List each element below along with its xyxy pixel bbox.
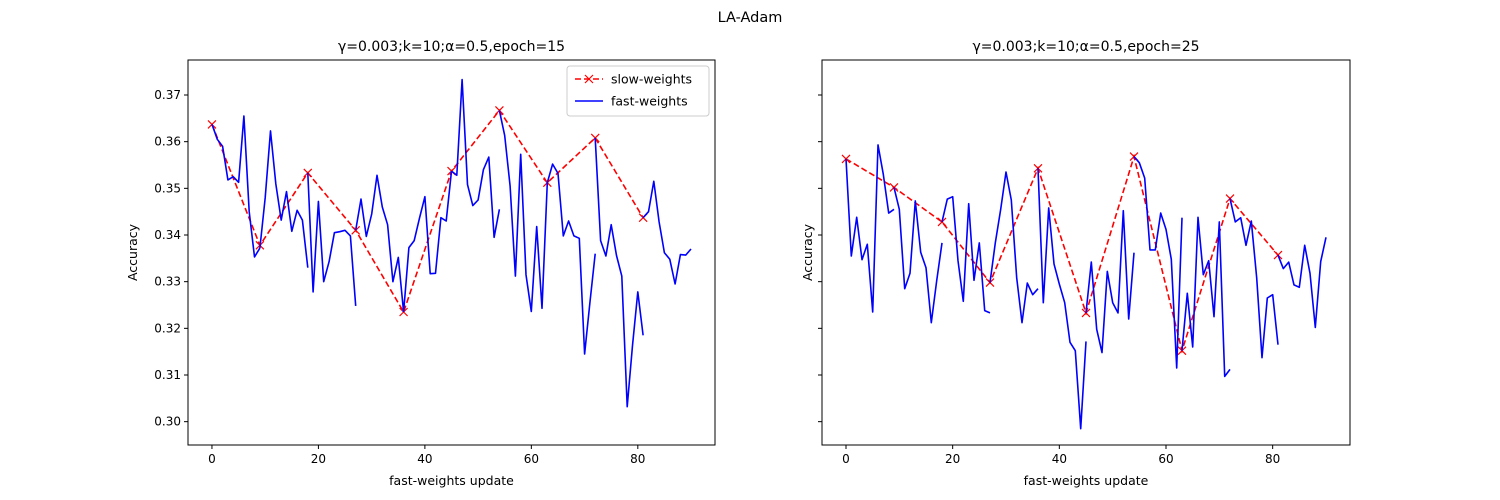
fast-weights-line-segment — [941, 195, 991, 314]
legend: slow-weights fast-weights — [566, 65, 710, 117]
slow-weights-marker — [937, 217, 947, 227]
y-tick-label: 0.34 — [154, 228, 181, 242]
x-tick-label: 20 — [945, 452, 960, 466]
fast-weights-line-segment — [642, 180, 692, 285]
fast-weights-line-segment — [307, 172, 357, 306]
fast-weights-line-segment — [893, 187, 943, 324]
fast-weights-line-segment — [1037, 168, 1087, 430]
y-tick-label: 0.37 — [154, 88, 181, 102]
legend-label-fast: fast-weights — [611, 94, 688, 109]
fast-weights-line-segment — [259, 130, 309, 268]
fast-weights-line-segment — [1181, 216, 1231, 378]
chart-panel-1: 0 20 40 60 80 0.30 0.31 0.32 0.33 0.34 0.35 0.36 0.3… — [125, 39, 716, 488]
y-tick-label: 0.33 — [154, 275, 181, 289]
fast-weights-line-segment — [989, 171, 1039, 324]
fast-weights-line-segment — [211, 115, 261, 258]
x-tick-label: 0 — [208, 452, 216, 466]
slow-weights-marker — [1081, 308, 1091, 318]
x-tick-label: 20 — [311, 452, 326, 466]
y-axis-label: Accuracy — [800, 223, 815, 281]
y-tick-label: 0.35 — [154, 181, 181, 195]
axes-frame — [821, 59, 1351, 446]
fast-weights-line-segment — [402, 171, 453, 313]
fast-weights-line-segment — [1085, 209, 1135, 354]
x-tick-label: 40 — [417, 452, 432, 466]
slow-weights-marker — [1033, 163, 1043, 173]
fast-weights-line-segment — [1229, 198, 1279, 359]
slow-weights-marker — [1177, 346, 1187, 356]
chart-title: γ=0.003;k=10;α=0.5,epoch=15 — [338, 39, 565, 55]
x-tick-label: 80 — [630, 452, 645, 466]
x-tick-label: 0 — [842, 452, 850, 466]
slow-weights-line — [845, 153, 1279, 354]
fast-weights-line-segment — [451, 78, 501, 239]
slow-weights-marker — [351, 225, 361, 235]
x-tick-label: 60 — [524, 452, 539, 466]
y-tick-label: 0.30 — [154, 415, 181, 429]
slow-weights-line — [211, 109, 644, 314]
y-axis-label: Accuracy — [125, 223, 140, 281]
fast-weights-line-segment — [1133, 156, 1183, 369]
y-tick-label: 0.31 — [154, 368, 181, 382]
x-tick-label: 80 — [1265, 452, 1280, 466]
x-tick-label: 40 — [1052, 452, 1067, 466]
slow-weights-marker — [207, 119, 217, 129]
y-tick-label: 0.32 — [154, 321, 181, 335]
chart-title: γ=0.003;k=10;α=0.5,epoch=25 — [972, 39, 1199, 55]
chart-panel-2: 0 20 40 60 80 γ=0.003;k=10;α=0.5,epoch=25 fast… — [800, 39, 1351, 488]
legend-marker-slow — [584, 74, 594, 84]
y-tick-label: 0.36 — [154, 135, 181, 149]
axes-frame — [187, 59, 716, 446]
slow-weights-marker — [1273, 250, 1283, 260]
figure-suptitle: LA-Adam — [718, 10, 783, 26]
x-axis-label: fast-weights update — [389, 473, 514, 488]
fast-weights-line-segment — [498, 110, 549, 313]
fast-weights-line-segment — [594, 137, 644, 408]
fast-weights-line-segment — [546, 163, 596, 355]
fast-weights-line-segment — [1277, 237, 1327, 329]
fast-weights-line-segment — [845, 144, 895, 313]
legend-label-slow: slow-weights — [611, 72, 692, 87]
fast-weights-line-segment — [354, 174, 405, 313]
x-axis-label: fast-weights update — [1024, 473, 1149, 488]
x-tick-label: 60 — [1158, 452, 1173, 466]
